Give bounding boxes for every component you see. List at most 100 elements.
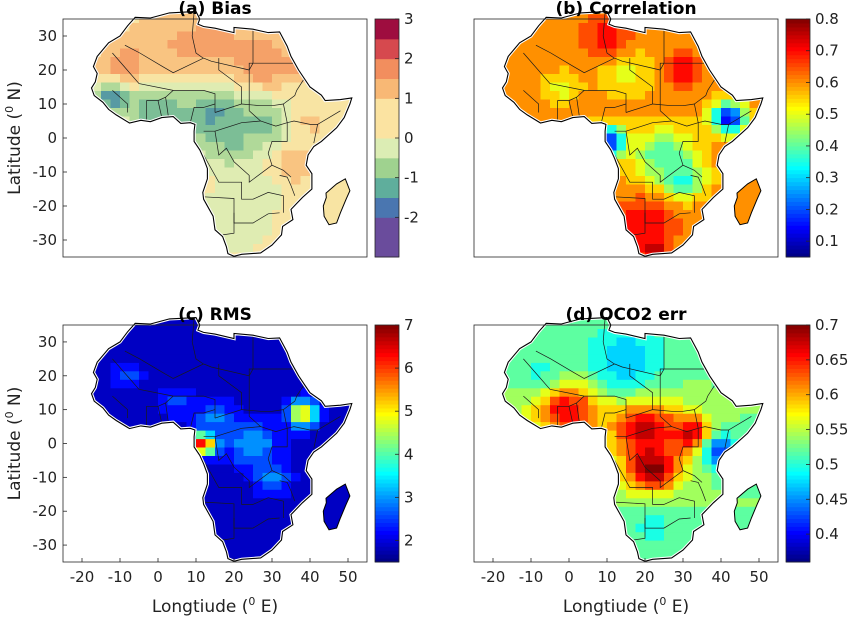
colorbar-segment — [375, 463, 399, 468]
heatmap-cell — [110, 396, 121, 406]
heatmap-cell — [702, 132, 713, 142]
heatmap-cell — [262, 149, 273, 159]
heatmap-cell — [186, 47, 197, 57]
heatmap-cell — [635, 115, 646, 125]
colorbar-segment — [786, 459, 810, 464]
heatmap-cell — [683, 39, 694, 49]
heatmap-cell — [196, 379, 207, 389]
colorbar-segment — [786, 360, 810, 365]
heatmap-cell — [272, 175, 283, 185]
heatmap-cell — [597, 22, 608, 32]
heatmap-cell — [740, 98, 751, 108]
colorbar-segment — [375, 58, 399, 79]
heatmap-cell — [635, 506, 646, 516]
heatmap-cell — [531, 387, 542, 397]
heatmap-cell — [243, 531, 254, 541]
heatmap-cell — [234, 81, 245, 91]
heatmap-cell — [253, 226, 264, 236]
heatmap-cell — [702, 480, 713, 490]
heatmap-cell — [262, 523, 273, 533]
heatmap-cell — [205, 30, 216, 40]
heatmap-cell — [338, 107, 349, 117]
heatmap-cell — [196, 430, 207, 440]
heatmap-cell — [234, 489, 245, 499]
heatmap-cell — [272, 98, 283, 108]
heatmap-cell — [148, 317, 159, 321]
heatmap-cell — [234, 531, 245, 541]
heatmap-cell — [626, 472, 637, 482]
colorbar-segment — [786, 161, 810, 167]
heatmap-cell — [692, 175, 703, 185]
heatmap-cell — [120, 39, 131, 49]
heatmap-cell — [272, 404, 283, 414]
heatmap-cell — [224, 107, 235, 117]
heatmap-cell — [673, 370, 684, 380]
colorbar-segment — [786, 213, 810, 218]
heatmap-cell — [550, 396, 561, 406]
heatmap-cell — [635, 353, 646, 363]
heatmap-cell — [262, 413, 273, 423]
heatmap-cell — [702, 124, 713, 134]
heatmap-cell — [243, 353, 254, 363]
heatmap-cell — [338, 11, 349, 15]
heatmap-cell — [281, 497, 292, 507]
heatmap-cell — [711, 446, 722, 456]
heatmap-cell — [683, 421, 694, 431]
madagascar-coastline — [322, 178, 351, 226]
heatmap-cell — [215, 115, 226, 125]
heatmap-cell — [224, 30, 235, 40]
heatmap-cell — [205, 64, 216, 74]
heatmap-cell — [702, 370, 713, 380]
heatmap-cell — [521, 379, 532, 389]
heatmap-cell — [120, 317, 131, 321]
heatmap-cell — [281, 47, 292, 57]
colorbar-segment — [375, 400, 399, 405]
heatmap-cell — [158, 107, 169, 117]
heatmap-cell — [329, 107, 340, 117]
heatmap-cell — [597, 73, 608, 83]
heatmap-cell — [91, 387, 102, 397]
x-tick-label: 10 — [186, 568, 205, 586]
heatmap-cell — [702, 64, 713, 74]
country-border — [157, 100, 163, 118]
heatmap-cell — [186, 39, 197, 49]
heatmap-cell — [692, 506, 703, 516]
heatmap-cell — [186, 413, 197, 423]
heatmap-cell — [540, 387, 551, 397]
heatmap-cell — [645, 209, 656, 219]
colorbar-segment — [786, 486, 810, 492]
heatmap-cell — [215, 421, 226, 431]
y-axis-label: Latitude (0 N) — [3, 387, 25, 501]
heatmap-cell — [673, 132, 684, 142]
heatmap-cell — [607, 47, 618, 57]
heatmap-cell — [234, 396, 245, 406]
country-border — [191, 318, 204, 365]
heatmap-cell — [512, 317, 523, 321]
colorbar-segment — [375, 439, 399, 444]
axes-frame — [473, 324, 779, 563]
heatmap-cell — [569, 39, 580, 49]
heatmap-cell — [243, 47, 254, 57]
heatmap-cell — [272, 353, 283, 363]
heatmap-cell — [129, 90, 140, 100]
heatmap-cell — [740, 421, 751, 431]
heatmap-cell — [673, 489, 684, 499]
heatmap-cell — [702, 81, 713, 91]
heatmap-cell — [158, 404, 169, 414]
axes-frame — [473, 18, 779, 258]
heatmap-cell — [291, 175, 302, 185]
heatmap-cell — [300, 455, 311, 465]
heatmap-cell — [253, 39, 264, 49]
heatmap-cell — [338, 98, 349, 108]
heatmap-cell — [616, 81, 627, 91]
heatmap-cell — [569, 404, 580, 414]
heatmap-cell — [635, 362, 646, 372]
heatmap-cell — [626, 455, 637, 465]
colorbar: 0.80.70.60.50.40.30.20.1 — [785, 10, 839, 258]
heatmap-cell — [243, 192, 254, 202]
heatmap-cell — [702, 107, 713, 117]
heatmap-cell — [101, 396, 112, 406]
heatmap-cell — [215, 336, 226, 346]
heatmap-cell — [597, 115, 608, 125]
heatmap-cell — [215, 107, 226, 117]
